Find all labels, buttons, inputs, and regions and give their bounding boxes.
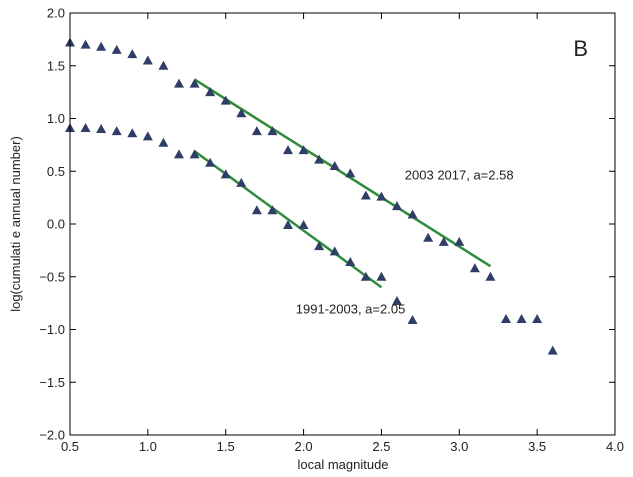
- x-tick-label: 0.5: [61, 439, 79, 454]
- data-point-marker: [298, 220, 309, 230]
- data-point-marker: [407, 209, 418, 219]
- data-point-marker: [469, 263, 480, 273]
- data-point-marker: [142, 131, 153, 141]
- data-point-marker: [174, 78, 184, 88]
- data-point-marker: [80, 122, 91, 132]
- data-point-marker: [392, 201, 402, 211]
- data-point-marker: [376, 271, 387, 281]
- data-point-marker: [547, 345, 558, 355]
- x-tick-label: 2.0: [295, 439, 313, 454]
- data-point-marker: [142, 55, 153, 65]
- y-tick-label: −2.0: [39, 428, 65, 443]
- data-point-marker: [314, 241, 325, 251]
- panel-label: B: [573, 36, 588, 61]
- data-point-marker: [236, 108, 247, 118]
- data-point-marker: [360, 271, 371, 281]
- data-point-marker: [532, 313, 543, 323]
- y-axis-ticks: 2.0 1.5 1.0 0.5 0.0 −0.5 −1.0 −1.5 −2.0: [39, 6, 615, 443]
- data-point-marker: [96, 41, 107, 51]
- y-tick-label: 1.5: [47, 58, 65, 73]
- data-point-marker: [205, 157, 216, 167]
- y-axis-label: log(cumulati e annual number): [8, 136, 23, 312]
- data-point-marker: [127, 128, 138, 138]
- fit-line: [193, 150, 383, 289]
- x-axis-ticks: 0.5 1.0 1.5 2.0 2.5 3.0 3.5 4.0: [61, 13, 624, 454]
- x-tick-label: 4.0: [606, 439, 624, 454]
- data-point-marker: [329, 160, 340, 170]
- data-point-marker: [283, 145, 293, 155]
- data-point-marker: [80, 39, 91, 49]
- data-point-marker: [516, 313, 527, 323]
- data-point-marker: [158, 60, 169, 70]
- data-point-marker: [329, 246, 340, 256]
- data-point-marker: [267, 205, 278, 215]
- data-markers: [65, 37, 558, 355]
- data-point-marker: [454, 236, 465, 246]
- series-annotation: 1991-2003, a=2.05: [296, 302, 406, 317]
- data-point-marker: [96, 124, 107, 134]
- data-point-marker: [501, 313, 511, 323]
- data-point-marker: [283, 220, 293, 230]
- data-point-marker: [376, 191, 387, 201]
- data-point-marker: [111, 44, 122, 54]
- annotations: 2003 2017, a=2.58 1991-2003, a=2.05: [296, 168, 514, 317]
- data-point-marker: [267, 126, 278, 136]
- data-point-marker: [438, 236, 449, 246]
- data-point-marker: [298, 145, 309, 155]
- plot-frame: [69, 12, 616, 436]
- y-tick-label: 0.5: [47, 164, 65, 179]
- data-point-marker: [174, 149, 184, 159]
- data-point-marker: [314, 154, 325, 164]
- data-point-marker: [423, 232, 434, 242]
- y-tick-label: 0.0: [47, 217, 65, 232]
- data-point-marker: [345, 256, 356, 266]
- y-tick-label: 2.0: [47, 6, 65, 21]
- data-point-marker: [392, 296, 402, 306]
- y-tick-label: −1.5: [39, 375, 65, 390]
- data-point-marker: [189, 78, 200, 88]
- x-axis-label: local magnitude: [297, 457, 388, 472]
- data-point-marker: [251, 205, 262, 215]
- y-tick-label: 1.0: [47, 111, 65, 126]
- data-point-marker: [407, 315, 418, 325]
- data-point-marker: [205, 87, 216, 97]
- data-point-marker: [251, 126, 262, 136]
- data-point-marker: [360, 190, 371, 200]
- y-tick-label: −0.5: [39, 269, 65, 284]
- y-tick-label: −1.0: [39, 322, 65, 337]
- x-tick-label: 3.0: [450, 439, 468, 454]
- x-tick-label: 2.5: [372, 439, 390, 454]
- data-point-marker: [345, 168, 356, 178]
- data-point-marker: [127, 49, 138, 59]
- data-point-marker: [220, 95, 231, 105]
- series-annotation: 2003 2017, a=2.58: [405, 168, 514, 183]
- data-point-marker: [158, 137, 169, 147]
- data-point-marker: [111, 126, 122, 136]
- x-tick-label: 1.0: [139, 439, 157, 454]
- x-tick-label: 1.5: [217, 439, 235, 454]
- data-point-marker: [220, 169, 231, 179]
- x-tick-label: 3.5: [528, 439, 546, 454]
- data-point-marker: [485, 271, 496, 281]
- fit-line: [193, 78, 492, 268]
- data-point-marker: [236, 177, 247, 187]
- data-point-marker: [189, 149, 200, 159]
